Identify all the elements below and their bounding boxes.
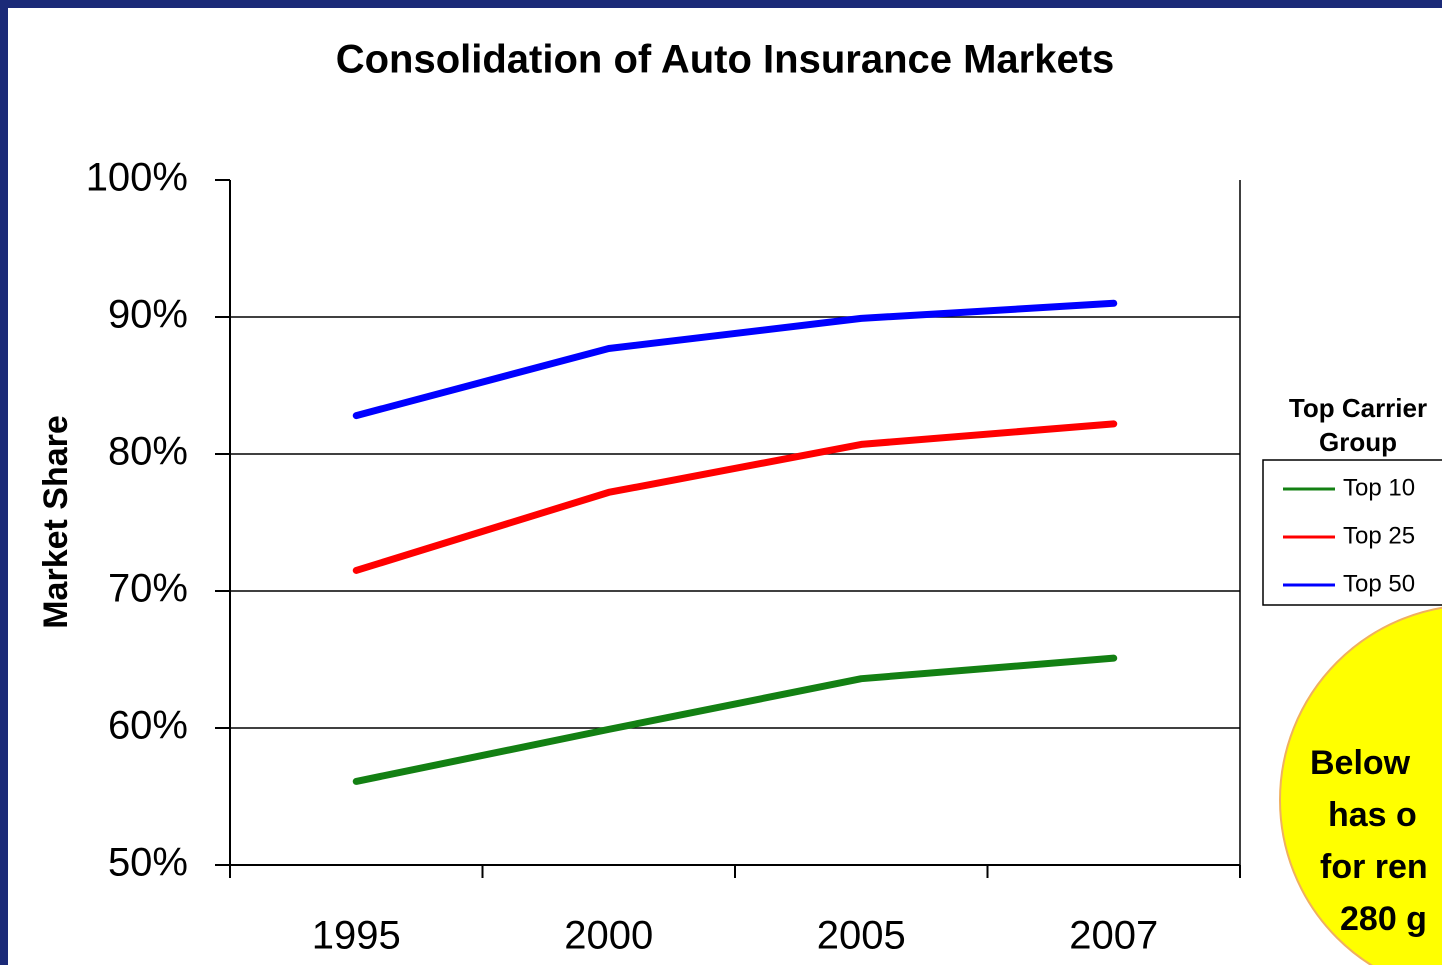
y-tick-label: 90% [108, 293, 188, 337]
series-line [352, 654, 1118, 785]
slide: Consolidation of Auto Insurance Markets … [8, 8, 1442, 965]
x-tick-label: 2007 [1069, 914, 1158, 958]
legend-label: Top 50 [1343, 570, 1415, 597]
series-line [352, 420, 1118, 574]
y-axis-label: Market Share [37, 415, 75, 629]
x-tick-label: 1995 [312, 914, 401, 958]
callout-text: 280 g [1340, 900, 1427, 938]
legend-title: Top Carrier Group [1288, 393, 1428, 457]
callout-bubble [1279, 606, 1442, 965]
chart-title: Consolidation of Auto Insurance Markets [336, 38, 1115, 82]
y-tick-label: 80% [108, 430, 188, 474]
y-tick-label: 70% [108, 567, 188, 611]
y-tick-label: 60% [108, 704, 188, 748]
x-tick-label: 2005 [817, 914, 906, 958]
x-tick-label: 2000 [564, 914, 653, 958]
series-line [352, 299, 1118, 420]
legend-label: Top 25 [1343, 522, 1415, 549]
y-tick-label: 50% [108, 841, 188, 885]
chart: Consolidation of Auto Insurance Markets … [37, 38, 1442, 965]
legend-box [1262, 459, 1442, 606]
callout-text: Below [1310, 744, 1411, 782]
callout-text: for ren [1320, 848, 1428, 886]
callout-text: has o [1328, 796, 1417, 834]
legend-label: Top 10 [1343, 474, 1415, 501]
y-tick-label: 100% [86, 156, 188, 200]
